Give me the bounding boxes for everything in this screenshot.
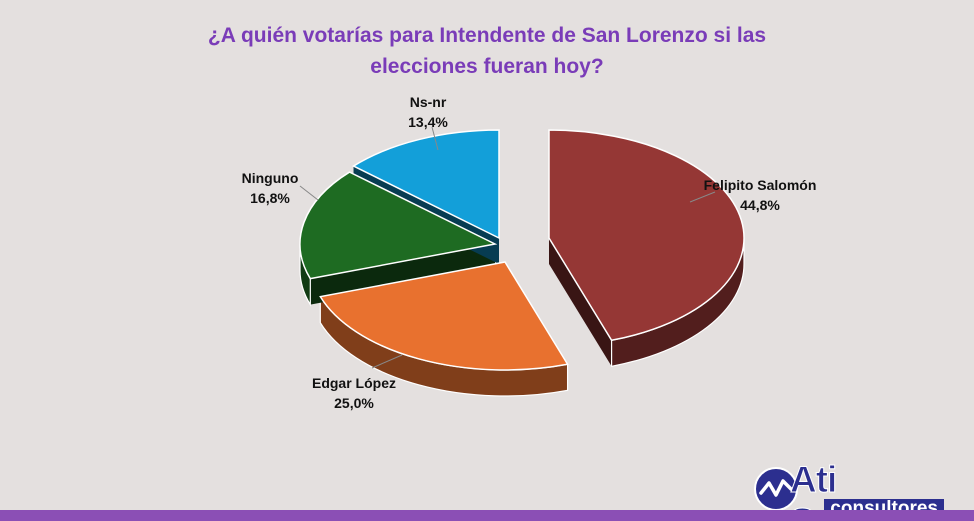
slice-label-name: Ns-nr [410, 94, 447, 110]
pie-slice-ns-nr [351, 129, 500, 240]
slice-label-value: 25,0% [334, 395, 374, 411]
leader-line [371, 354, 403, 369]
chart-title-line-2: elecciones fueran hoy? [370, 55, 604, 78]
slice-label-value: 44,8% [740, 197, 780, 213]
pie-slice-wall-end [549, 238, 612, 367]
leader-line [431, 126, 439, 151]
slice-label-value: 16,8% [250, 190, 290, 206]
slice-label-name: Felipito Salomón [704, 177, 817, 193]
chart-title-line-1: ¿A quién votarías para Intendente de San… [207, 24, 767, 47]
pie-slice-edgar-l-pez [319, 261, 569, 371]
slice-label-name: Edgar López [312, 375, 396, 391]
pie-slice-ninguno [299, 171, 498, 280]
leader-line [299, 185, 319, 201]
bottom-accent-bar [0, 510, 974, 521]
slice-label-name: Ninguno [242, 170, 299, 186]
pie-top-layer [299, 129, 745, 371]
slice-label-value: 13,4% [408, 114, 448, 130]
chart-title: ¿A quién votarías para Intendente de San… [200, 20, 774, 82]
leader-line [689, 191, 716, 203]
pie-slice-felipito-salom-n [548, 129, 745, 342]
logo-wave-icon [754, 467, 798, 511]
